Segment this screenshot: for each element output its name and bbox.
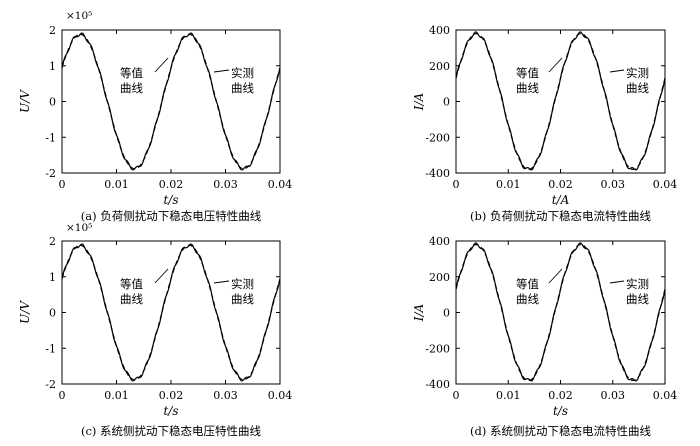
series-line-equivalent	[455, 32, 666, 171]
annotation-label: 曲线	[516, 292, 539, 306]
y-tick-label: -2	[45, 167, 56, 180]
y-tick-label: -1	[45, 342, 56, 355]
y-tick-label: 0	[443, 96, 450, 109]
x-tick-label: 0.04	[653, 178, 678, 191]
y-tick-label: 0	[49, 96, 56, 109]
annotation-leader	[154, 268, 169, 284]
annotation-label: 曲线	[231, 292, 254, 306]
annotation-leader	[154, 57, 169, 73]
annotation-label: 等值	[120, 66, 143, 80]
x-tick-label: 0.04	[268, 389, 293, 402]
y-tick-label: 400	[429, 235, 450, 248]
y-axis-label: I/A	[412, 303, 426, 322]
x-axis-label: t/s	[553, 404, 568, 418]
x-axis-label: t/A	[552, 193, 570, 207]
x-tick-label: 0.01	[496, 389, 521, 402]
annotation-label: 曲线	[120, 292, 143, 306]
x-tick-label: 0.03	[601, 389, 626, 402]
series-line-equivalent	[455, 243, 666, 382]
series-line-measured	[61, 32, 281, 171]
y-tick-label: -400	[425, 378, 450, 391]
series-line-measured	[455, 31, 666, 171]
y-axis-label: U/V	[18, 89, 32, 113]
x-tick-label: 0.01	[104, 389, 129, 402]
x-tick-label: 0.01	[496, 178, 521, 191]
annotation-label: 等值	[516, 277, 539, 291]
y-tick-label: 0	[49, 307, 56, 320]
plot-frame	[455, 29, 666, 174]
figure-caption: (b) 负荷侧扰动下稳态电流特性曲线	[470, 209, 651, 223]
x-tick-label: 0.03	[213, 389, 238, 402]
figure-caption: (a) 负荷侧扰动下稳态电压特性曲线	[81, 209, 262, 223]
annotation-label: 曲线	[626, 292, 649, 306]
y-tick-label: 200	[429, 60, 450, 73]
annotation-leader	[609, 69, 625, 73]
x-tick-label: 0.03	[213, 178, 238, 191]
y-tick-label: -2	[45, 378, 56, 391]
y-tick-label: 400	[429, 24, 450, 37]
series-line-equivalent	[61, 33, 281, 170]
y-tick-label: 200	[429, 271, 450, 284]
x-tick-label: 0.01	[104, 178, 129, 191]
x-tick-label: 0	[59, 389, 66, 402]
figure-caption: (c) 系统侧扰动下稳态电压特性曲线	[81, 424, 262, 438]
x-axis-label: t/s	[163, 404, 178, 418]
series-line-equivalent	[61, 244, 281, 381]
annotation-leader	[548, 57, 563, 73]
annotation-label: 实测	[626, 277, 649, 291]
x-tick-label: 0.04	[268, 178, 293, 191]
x-tick-label: 0.02	[159, 389, 184, 402]
chart-panel-b: 0 0.01 0.02 0.03 0.04 400 200 0 -200 -400 I/A t/A 等值…	[412, 24, 677, 223]
annotation-label: 实测	[626, 66, 649, 80]
annotation-leader	[609, 280, 625, 284]
y-tick-label: 1	[49, 60, 56, 73]
x-tick-label: 0.03	[601, 178, 626, 191]
chart-panel-d: 0 0.01 0.02 0.03 0.04 400 200 0 -200 -400 I/A t/s 等值…	[412, 235, 677, 438]
x-tick-label: 0.02	[548, 178, 573, 191]
plot-frame	[61, 29, 281, 174]
x-tick-label: 0	[453, 178, 460, 191]
annotation-label: 等值	[120, 277, 143, 291]
annotation-label: 曲线	[231, 81, 254, 95]
annotation-leader	[213, 69, 230, 73]
y-tick-label: 2	[49, 24, 56, 37]
annotation-label: 实测	[231, 66, 254, 80]
annotation-leader	[548, 268, 563, 284]
annotation-label: 实测	[231, 277, 254, 291]
y-tick-label: -200	[425, 131, 450, 144]
chart-panel-a: 0 0.01 0.02 0.03 0.04210-1-2×10⁵U/Vt/s等值曲线实测…	[18, 10, 292, 223]
x-tick-label: 0	[453, 389, 460, 402]
annotation-label: 曲线	[626, 81, 649, 95]
annotation-label: 曲线	[120, 81, 143, 95]
x-axis-label: t/s	[163, 193, 178, 207]
y-axis-label: U/V	[18, 300, 32, 324]
y-axis-label: I/A	[412, 92, 426, 111]
y-tick-label: -1	[45, 131, 56, 144]
x-tick-label: 0	[59, 178, 66, 191]
axis-multiplier: ×10⁵	[66, 10, 92, 22]
annotation-leader	[213, 280, 230, 284]
series-line-measured	[455, 242, 666, 382]
y-tick-label: 2	[49, 235, 56, 248]
chart-panel-c: 0 0.01 0.02 0.03 0.04210-1-2×10⁵U/Vt/s等值曲线实测…	[18, 222, 292, 438]
x-tick-label: 0.02	[159, 178, 184, 191]
figure-caption: (d) 系统侧扰动下稳态电流特性曲线	[470, 424, 651, 438]
y-tick-label: 1	[49, 271, 56, 284]
axis-multiplier: ×10⁵	[66, 222, 92, 234]
annotation-label: 等值	[516, 66, 539, 80]
plot-frame	[455, 240, 666, 385]
y-tick-label: -400	[425, 167, 450, 180]
series-line-measured	[61, 243, 281, 382]
y-tick-label: -200	[425, 342, 450, 355]
x-tick-label: 0.04	[653, 389, 678, 402]
annotation-label: 曲线	[516, 81, 539, 95]
x-tick-label: 0.02	[548, 389, 573, 402]
plot-frame	[61, 240, 281, 385]
y-tick-label: 0	[443, 307, 450, 320]
